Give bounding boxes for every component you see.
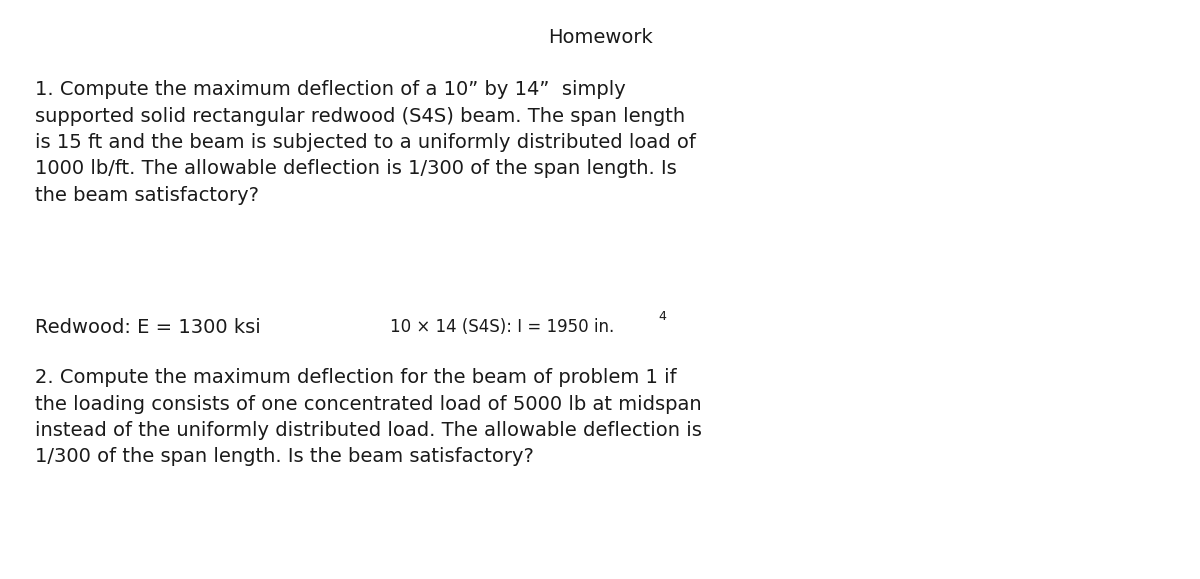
Text: 4: 4 (658, 310, 666, 323)
Text: 1. Compute the maximum deflection of a 10” by 14”  simply
supported solid rectan: 1. Compute the maximum deflection of a 1… (35, 80, 696, 205)
Text: 10 × 14 (S4S): I = 1950 in.: 10 × 14 (S4S): I = 1950 in. (390, 318, 614, 336)
Text: 2. Compute the maximum deflection for the beam of problem 1 if
the loading consi: 2. Compute the maximum deflection for th… (35, 368, 702, 467)
Text: Homework: Homework (547, 28, 653, 47)
Text: Redwood: E = 1300 ksi: Redwood: E = 1300 ksi (35, 318, 260, 337)
